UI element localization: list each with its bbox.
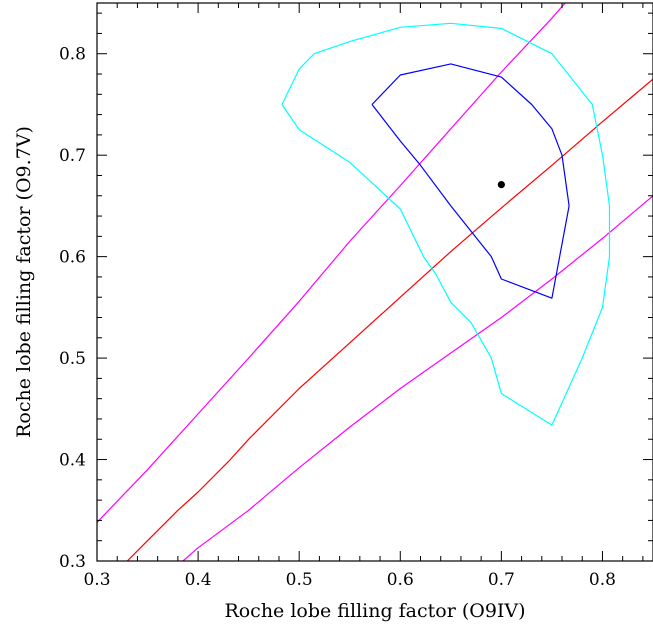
series-line-2 <box>182 195 653 561</box>
x-tick-label: 0.6 <box>387 570 414 590</box>
y-tick-label: 0.6 <box>59 248 86 268</box>
y-tick-label: 0.3 <box>59 552 86 572</box>
x-tick-label: 0.7 <box>488 570 515 590</box>
plot-frame <box>96 2 653 562</box>
x-tick-label: 0.5 <box>286 570 313 590</box>
x-axis-label: Roche lobe filling factor (O9IV) <box>224 600 525 622</box>
y-tick-label: 0.7 <box>59 146 86 166</box>
x-tick-label: 0.8 <box>589 570 616 590</box>
series-line-1 <box>97 3 566 523</box>
y-axis-label: Roche lobe filling factor (O9.7V) <box>13 126 35 438</box>
y-tick-label: 0.5 <box>59 349 86 369</box>
contour-3 <box>281 22 611 426</box>
contour-4 <box>371 63 570 299</box>
axes-layer <box>96 2 653 562</box>
tick-labels-layer: 0.3 0.4 0.5 0.6 0.7 0.8 0.3 0.4 0.5 0.6 0.7 0.8 <box>59 45 616 590</box>
y-tick-label: 0.4 <box>59 451 86 471</box>
x-tick-label: 0.4 <box>185 570 212 590</box>
y-tick-label: 0.8 <box>59 45 86 65</box>
series-line-0 <box>126 78 653 561</box>
data-point-5-0 <box>497 181 505 189</box>
x-tick-label: 0.3 <box>83 570 110 590</box>
series-layer <box>97 3 653 561</box>
